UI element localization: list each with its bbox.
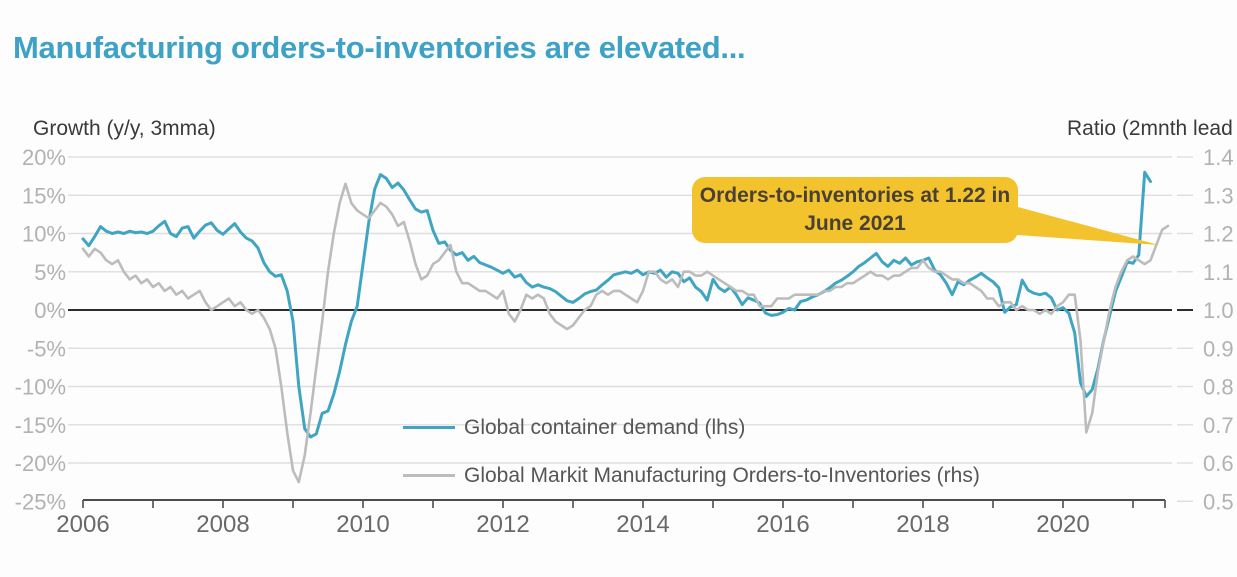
right-axis-tick-label: 0.9: [1203, 336, 1234, 361]
left-axis-tick-label: -25%: [15, 489, 66, 514]
right-axis-tick-label: 0.8: [1203, 375, 1234, 400]
left-axis-tick-label: -10%: [15, 375, 66, 400]
x-axis-year-label: 2010: [336, 511, 389, 538]
callout-text-line1: Orders-to-inventories at 1.22 in: [699, 184, 1011, 207]
right-axis-tick-label: 1.3: [1203, 183, 1234, 208]
chart-legend: Global container demand (lhs) Global Mar…: [403, 414, 1043, 510]
left-axis-tick-label: 5%: [34, 260, 66, 285]
right-axis-tick-label: 0.6: [1203, 451, 1234, 476]
chart-title: Manufacturing orders-to-inventories are …: [13, 30, 746, 65]
x-axis-year-label: 2020: [1036, 511, 1089, 538]
legend-label-container-demand: Global container demand (lhs): [464, 415, 746, 439]
right-axis-tick-label: 1.1: [1203, 260, 1234, 285]
callout-text-line2: June 2021: [804, 212, 906, 235]
right-axis-tick-label: 1.2: [1203, 222, 1234, 247]
left-axis-tick-label: 20%: [22, 145, 66, 170]
left-axis-tick-label: -5%: [27, 336, 66, 361]
left-axis-tick-label: 10%: [22, 222, 66, 247]
legend-label-orders-to-inventories: Global Markit Manufacturing Orders-to-In…: [464, 463, 980, 487]
right-axis-title: Ratio (2mnth lead: [1067, 117, 1233, 140]
right-axis-tick-label: 0.7: [1203, 413, 1234, 438]
gray-line-swatch-icon: [403, 474, 455, 477]
left-axis-title: Growth (y/y, 3mma): [33, 117, 216, 140]
callout-pointer: [1003, 203, 1159, 245]
blue-line-swatch-icon: [403, 426, 455, 429]
right-axis-tick-label: 1.0: [1203, 298, 1234, 323]
left-axis-tick-label: 0%: [34, 298, 66, 323]
left-axis-tick-label: 15%: [22, 183, 66, 208]
x-axis-year-label: 2014: [616, 511, 669, 538]
x-axis-year-label: 2018: [896, 511, 949, 538]
right-axis-tick-label: 0.5: [1203, 489, 1234, 514]
legend-item-orders-to-inventories: Global Markit Manufacturing Orders-to-In…: [403, 462, 1043, 489]
x-axis-year-label: 2006: [56, 511, 109, 538]
callout-annotation: Orders-to-inventories at 1.22 in June 20…: [692, 177, 1018, 243]
x-axis-year-label: 2012: [476, 511, 529, 538]
legend-item-container-demand: Global container demand (lhs): [403, 414, 1043, 441]
x-axis-year-label: 2008: [196, 511, 249, 538]
left-axis-tick-label: -15%: [15, 413, 66, 438]
series-line-container-demand: [81, 170, 1152, 439]
x-axis-year-label: 2016: [756, 511, 809, 538]
series-line-orders-to-inventories: [81, 182, 1170, 484]
right-axis-tick-label: 1.4: [1203, 145, 1234, 170]
left-axis-tick-label: -20%: [15, 451, 66, 476]
